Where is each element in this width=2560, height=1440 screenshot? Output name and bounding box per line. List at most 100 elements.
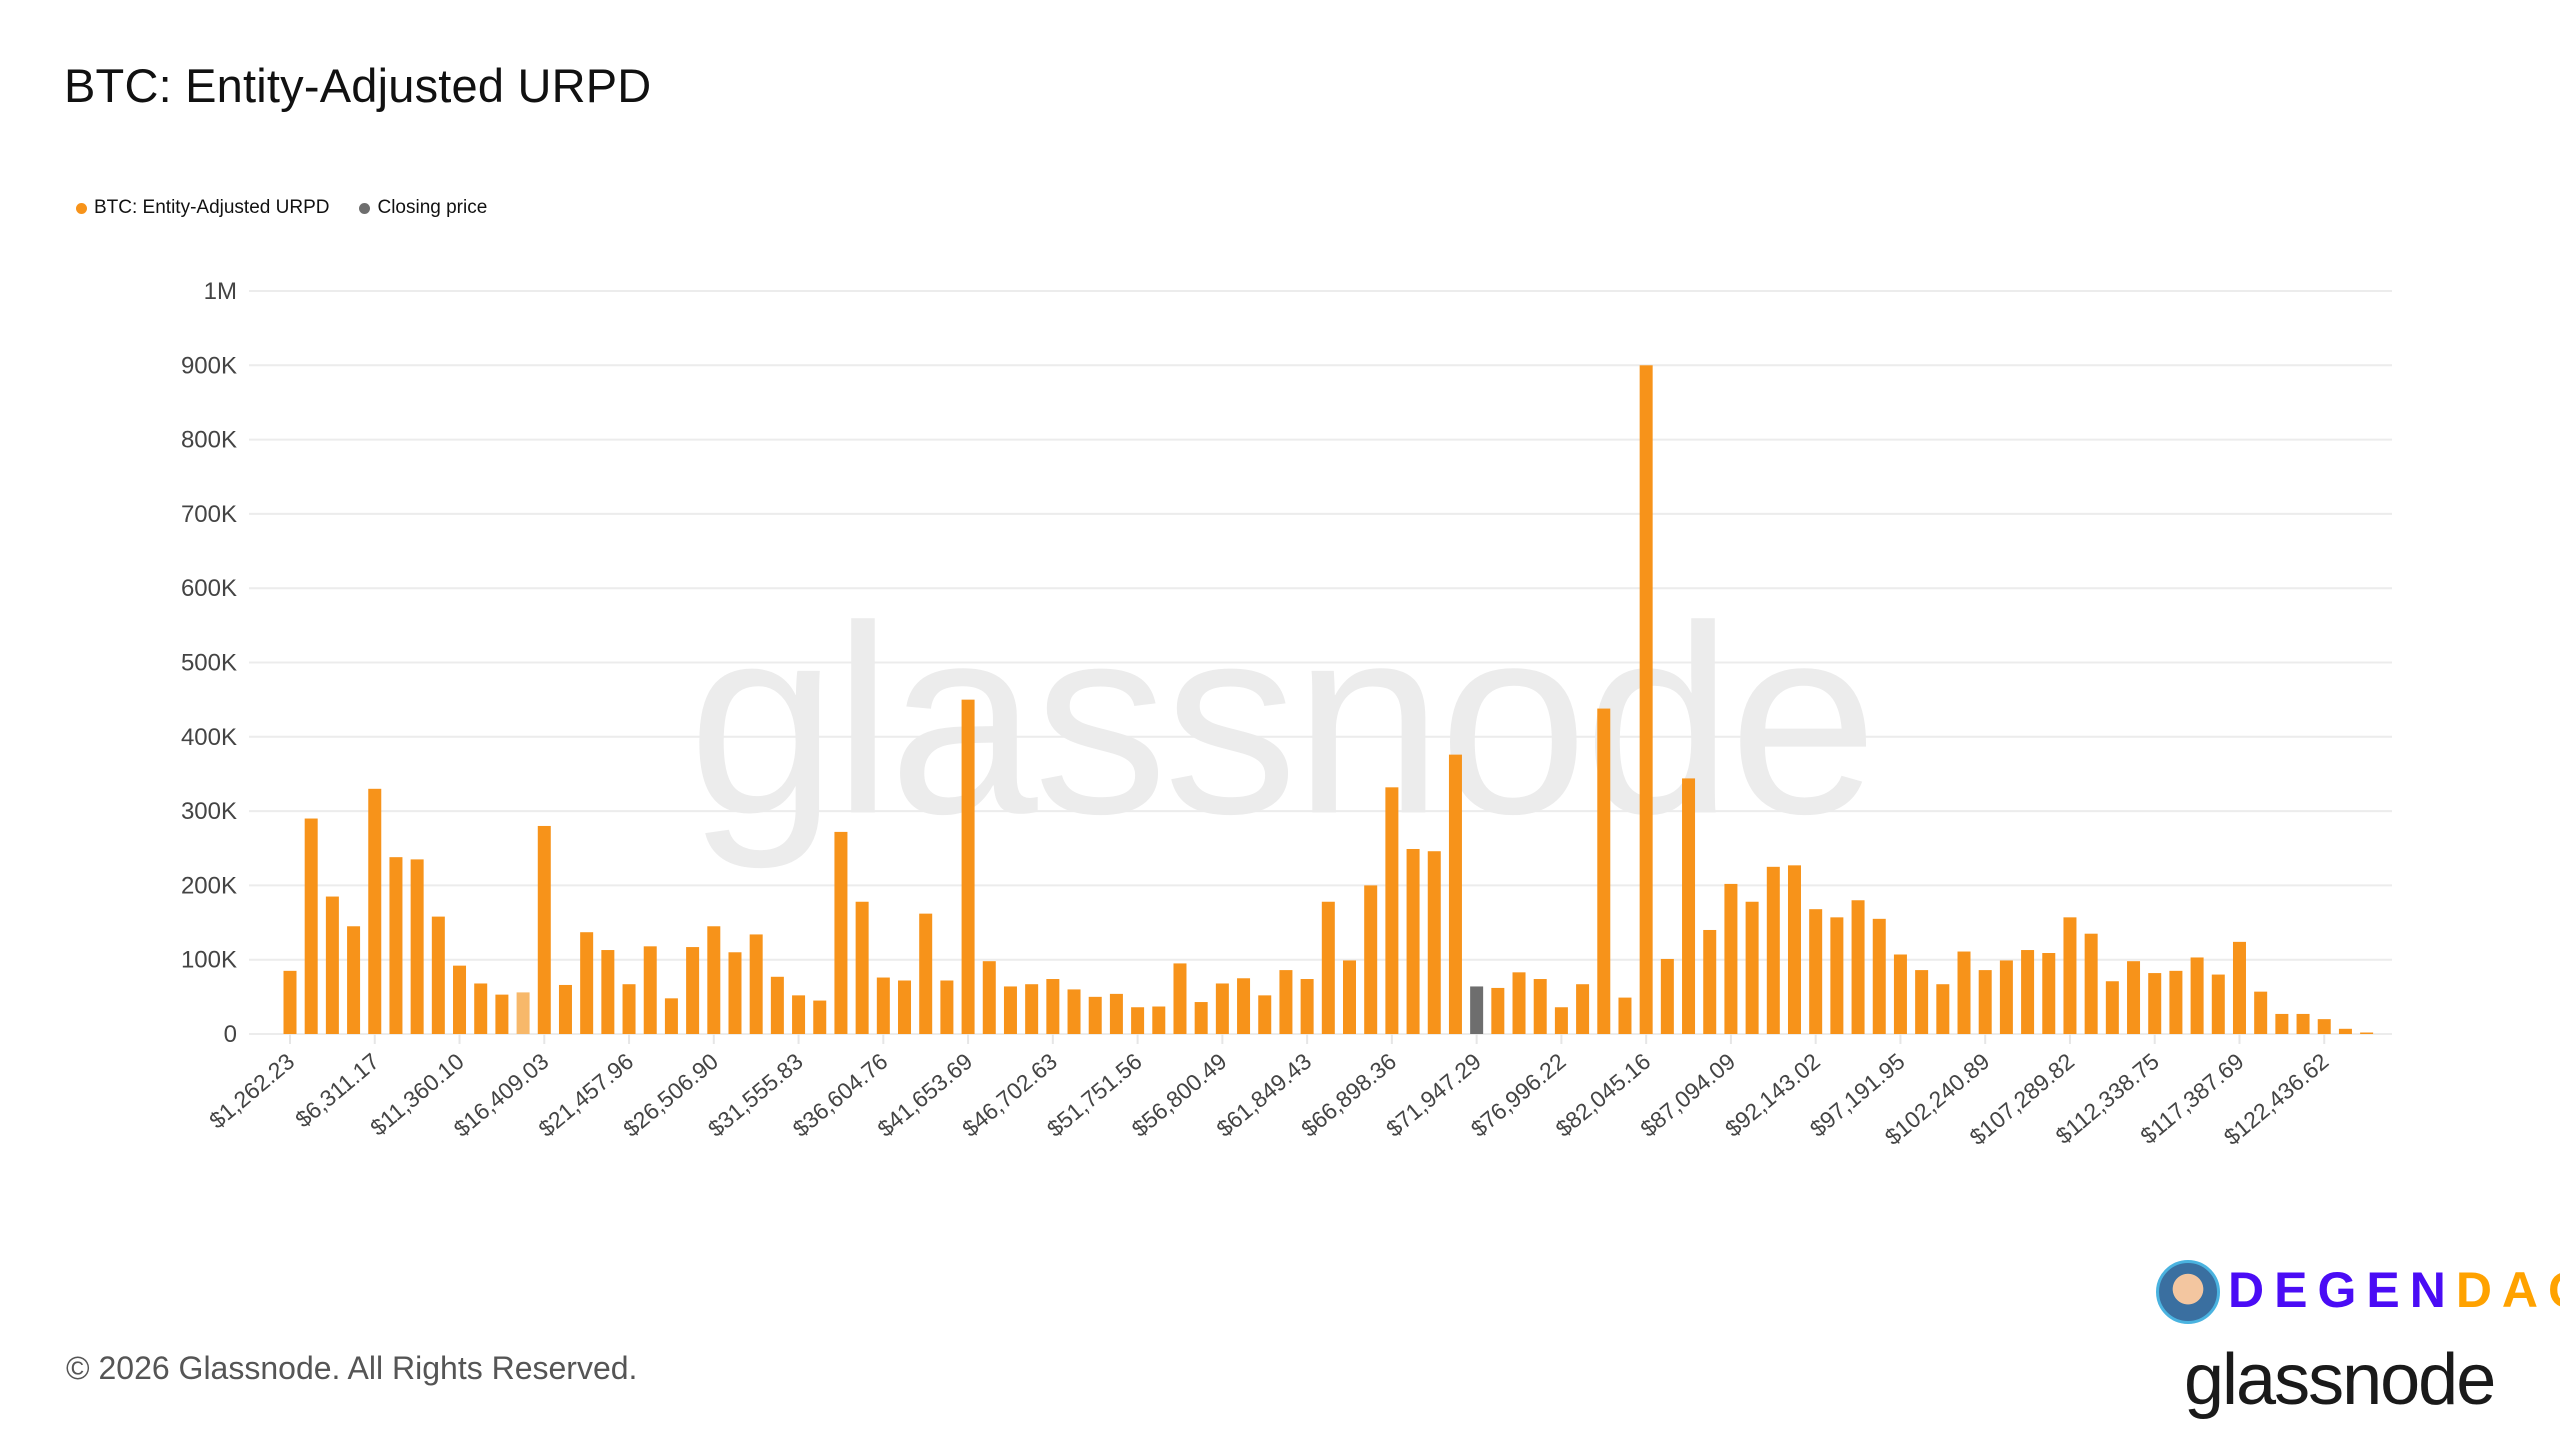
urpd-bar[interactable]: [792, 995, 806, 1034]
urpd-bar[interactable]: [1491, 987, 1505, 1034]
urpd-bar[interactable]: [2148, 973, 2162, 1034]
urpd-bar[interactable]: [1724, 883, 1738, 1034]
urpd-bar[interactable]: [1999, 960, 2013, 1034]
urpd-bar[interactable]: [1109, 993, 1123, 1034]
urpd-bar[interactable]: [368, 788, 382, 1034]
urpd-bar[interactable]: [1385, 787, 1399, 1034]
urpd-bar[interactable]: [1003, 986, 1017, 1034]
urpd-bar[interactable]: [1830, 917, 1844, 1034]
urpd-bar[interactable]: [2211, 974, 2225, 1034]
urpd-bar[interactable]: [2084, 933, 2098, 1034]
urpd-bar[interactable]: [2275, 1013, 2289, 1034]
urpd-bar[interactable]: [1957, 951, 1971, 1034]
urpd-bar[interactable]: [410, 859, 424, 1034]
urpd-bar[interactable]: [622, 984, 636, 1034]
urpd-bar[interactable]: [304, 818, 318, 1034]
urpd-bar[interactable]: [1554, 1007, 1568, 1034]
urpd-bar[interactable]: [940, 980, 954, 1034]
urpd-bar[interactable]: [2021, 950, 2035, 1034]
urpd-bar[interactable]: [1258, 995, 1272, 1034]
urpd-bar[interactable]: [2338, 1028, 2352, 1034]
urpd-bar[interactable]: [1025, 984, 1039, 1034]
urpd-bar[interactable]: [1215, 983, 1229, 1034]
urpd-bar[interactable]: [389, 857, 403, 1034]
urpd-bar[interactable]: [1533, 979, 1547, 1034]
urpd-bar[interactable]: [1237, 978, 1251, 1034]
urpd-bar[interactable]: [453, 965, 467, 1034]
urpd-bar[interactable]: [474, 983, 488, 1034]
urpd-bar[interactable]: [283, 970, 297, 1034]
urpd-bar[interactable]: [1448, 754, 1462, 1034]
urpd-bar[interactable]: [495, 994, 509, 1034]
legend-item-closing-price[interactable]: Closing price: [359, 197, 487, 219]
urpd-bar[interactable]: [1173, 963, 1187, 1034]
urpd-bar[interactable]: [1787, 865, 1801, 1034]
urpd-bar[interactable]: [1618, 997, 1632, 1034]
urpd-bar[interactable]: [1703, 929, 1717, 1034]
urpd-bar[interactable]: [1809, 909, 1823, 1034]
urpd-bar[interactable]: [2063, 917, 2077, 1034]
urpd-bar[interactable]: [2190, 957, 2204, 1034]
urpd-bar[interactable]: [876, 977, 890, 1034]
urpd-bar[interactable]: [1660, 958, 1674, 1034]
urpd-bar[interactable]: [919, 913, 933, 1034]
urpd-bar[interactable]: [1978, 970, 1992, 1034]
urpd-bar[interactable]: [707, 926, 721, 1034]
urpd-bar[interactable]: [1046, 979, 1060, 1034]
urpd-bar[interactable]: [2127, 961, 2141, 1034]
urpd-bar[interactable]: [1851, 900, 1865, 1034]
urpd-bar[interactable]: [601, 950, 615, 1034]
urpd-bar[interactable]: [1194, 1002, 1208, 1034]
urpd-bar[interactable]: [643, 946, 657, 1034]
urpd-bar[interactable]: [1915, 970, 1929, 1034]
urpd-bar[interactable]: [2232, 941, 2246, 1034]
urpd-bar[interactable]: [2360, 1032, 2374, 1034]
legend-item-urpd[interactable]: BTC: Entity-Adjusted URPD: [76, 197, 329, 219]
urpd-bar[interactable]: [1131, 1007, 1145, 1034]
urpd-bar[interactable]: [1576, 984, 1590, 1034]
urpd-bar[interactable]: [1321, 901, 1335, 1034]
urpd-bar[interactable]: [1682, 778, 1696, 1034]
urpd-bar[interactable]: [1766, 866, 1780, 1034]
urpd-bar[interactable]: [982, 961, 996, 1034]
urpd-bar[interactable]: [1067, 989, 1081, 1034]
urpd-bar[interactable]: [1406, 848, 1420, 1034]
urpd-bar[interactable]: [347, 926, 361, 1034]
urpd-bar[interactable]: [813, 1000, 827, 1034]
urpd-bar[interactable]: [664, 998, 678, 1034]
urpd-bar[interactable]: [1512, 972, 1526, 1034]
urpd-bar[interactable]: [1639, 365, 1653, 1034]
urpd-bar[interactable]: [2169, 970, 2183, 1034]
urpd-bar[interactable]: [855, 901, 869, 1034]
urpd-bar[interactable]: [431, 916, 445, 1034]
urpd-bar[interactable]: [516, 992, 530, 1034]
urpd-bar[interactable]: [898, 980, 912, 1034]
urpd-bar[interactable]: [325, 896, 339, 1034]
urpd-bar[interactable]: [770, 976, 784, 1034]
urpd-bar[interactable]: [1893, 954, 1907, 1034]
urpd-bar[interactable]: [2105, 981, 2119, 1034]
urpd-bar[interactable]: [1152, 1006, 1166, 1034]
urpd-bar[interactable]: [2254, 991, 2268, 1034]
closing-price-bar[interactable]: [1470, 986, 1484, 1034]
urpd-bar[interactable]: [961, 699, 975, 1034]
urpd-bar[interactable]: [1427, 851, 1441, 1034]
urpd-bar[interactable]: [2042, 953, 2056, 1034]
urpd-bar[interactable]: [580, 932, 594, 1034]
urpd-bar[interactable]: [1597, 708, 1611, 1034]
urpd-bar[interactable]: [2317, 1019, 2331, 1034]
urpd-bar[interactable]: [1300, 979, 1314, 1034]
urpd-bar[interactable]: [1088, 996, 1102, 1034]
urpd-bar[interactable]: [686, 947, 700, 1034]
urpd-bar[interactable]: [1343, 960, 1356, 1034]
urpd-bar[interactable]: [558, 984, 572, 1034]
urpd-bar[interactable]: [537, 825, 551, 1034]
urpd-bar[interactable]: [1745, 901, 1759, 1034]
urpd-bar[interactable]: [749, 934, 763, 1034]
urpd-bar[interactable]: [834, 831, 848, 1034]
urpd-bar[interactable]: [2296, 1013, 2310, 1034]
urpd-bar[interactable]: [728, 952, 742, 1034]
urpd-bar[interactable]: [1364, 885, 1378, 1034]
urpd-bar[interactable]: [1936, 984, 1950, 1034]
urpd-bar[interactable]: [1872, 918, 1886, 1034]
